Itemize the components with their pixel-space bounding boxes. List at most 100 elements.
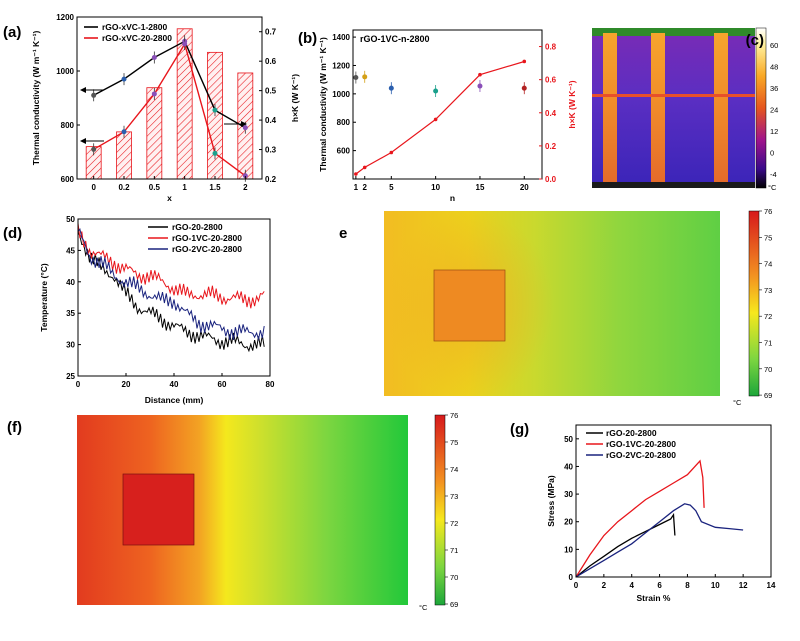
y-d-tick-label: 30 [66, 341, 75, 350]
x-a-tick-label: 0 [91, 183, 96, 192]
ir-bottom-band [592, 182, 755, 188]
point-k-n1 [353, 75, 359, 81]
panel-b: 600 800 1000 1200 1400 0.0 0.2 0.4 0.6 0.8 1 2 5 10 15… [298, 29, 577, 203]
x-a-tick-label: 1 [182, 183, 187, 192]
y-right-a-tick-label: 0.2 [265, 175, 277, 184]
y-right-a-tick-label: 0.3 [265, 146, 277, 155]
colorbar-tick-e: 76 [764, 207, 772, 216]
colorbar-tick-e: 69 [764, 391, 772, 400]
y-d-tick-label: 50 [66, 215, 75, 224]
colorbar-tick-e: 74 [764, 260, 772, 269]
colorbar-tick-c: 36 [770, 84, 778, 93]
point-rGO-xVC-20-2800 [212, 150, 218, 156]
panel-label-b: (b) [298, 30, 317, 47]
point-rGO-xVC-1-2800 [212, 107, 218, 113]
y-left-b-tick-label: 1400 [332, 33, 350, 42]
colorbar-tick-f: 75 [450, 438, 458, 447]
axes-frame-g [575, 424, 772, 578]
line-rGO-2VC-20-2800 [77, 228, 265, 342]
y-g-tick-label: 30 [564, 490, 573, 499]
y-axis-label-g: Stress (MPa) [546, 475, 556, 527]
legend-entry: rGO-20-2800 [606, 428, 657, 438]
y-left-b-tick-label: 1200 [332, 61, 350, 70]
colorbar-unit-c: °C [768, 183, 777, 192]
point-rGO-xVC-1-2800 [151, 55, 157, 60]
colorbar-tick-f: 74 [450, 465, 458, 474]
axes-frame-a [76, 16, 263, 180]
ir-image-top-band [592, 28, 755, 36]
legend-entry: rGO-xVC-20-2800 [102, 33, 172, 43]
x-b-tick-label: 5 [389, 183, 394, 192]
point-hk-n5 [389, 150, 394, 155]
panel-a: 600 800 1000 1200 0.2 0.3 0.4 0.5 0.6 0.7 0 0.2 0.5 1… [3, 13, 300, 203]
point-hk-n20 [522, 59, 527, 64]
x-axis-label-g: Strain % [636, 593, 670, 603]
point-rGO-xVC-1-2800 [91, 92, 97, 98]
panel-e: 76 75 74 73 72 71 70 69 °C e [339, 207, 772, 407]
x-b-tick-label: 10 [431, 183, 440, 192]
x-a-tick-label: 0.5 [149, 183, 161, 192]
x-g-tick-label: 12 [739, 581, 748, 590]
x-b-tick-label: 2 [363, 183, 368, 192]
colorbar-tick-f: 69 [450, 600, 458, 609]
colorbar-e [748, 210, 760, 397]
y-left-b-tick-label: 1000 [332, 90, 350, 99]
colorbar-tick-e: 73 [764, 286, 772, 295]
panel-c: 60 48 36 24 12 0 -4 °C (c) [592, 27, 778, 192]
colorbar-tick-f: 71 [450, 546, 458, 555]
colorbar-tick-f: 73 [450, 492, 458, 501]
panel-label-a: (a) [3, 24, 21, 41]
colorbar-tick-c: 12 [770, 127, 778, 136]
colorbar-tick-f: 70 [450, 573, 458, 582]
panel-d: 25 30 35 40 45 50 0 20 40 60 80 Distance (mm) Temper… [3, 215, 275, 405]
bar-hk-1 [176, 28, 193, 180]
x-a-tick-label: 1.5 [209, 183, 221, 192]
point-rGO-xVC-20-2800 [151, 91, 157, 97]
point-k-n2 [362, 74, 368, 80]
x-b-tick-label: 1 [354, 183, 359, 192]
heat-source-e [433, 269, 506, 342]
bar-hk-0.2 [116, 131, 132, 180]
y-right-a-tick-label: 0.6 [265, 57, 277, 66]
y-right-a-tick-label: 0.7 [265, 28, 277, 37]
y-right-b-tick-label: 0.6 [545, 76, 557, 85]
y-left-a-tick-label: 600 [61, 175, 75, 184]
colorbar-tick-c: 0 [770, 149, 774, 158]
point-hk-n10 [433, 117, 438, 122]
colorbar-tick-c: -4 [770, 170, 777, 179]
legend-entry: rGO-20-2800 [172, 222, 223, 232]
x-a-tick-label: 0.2 [118, 183, 130, 192]
panel-f: 76 75 74 73 72 71 70 69 °C (f) [7, 411, 458, 612]
y-left-axis-label-b: Thermal conductivity (W m⁻¹ K⁻¹) [318, 37, 328, 172]
axes-frame-b [352, 29, 543, 180]
colorbar-tick-e: 70 [764, 365, 772, 374]
line-rGO-xVC-1-2800 [93, 40, 246, 129]
colorbar-tick-f: 72 [450, 519, 458, 528]
y-right-b-tick-label: 0.8 [545, 43, 557, 52]
ir-strip-1 [603, 33, 617, 186]
y-right-axis-label-a: h×K (W K⁻¹) [290, 74, 300, 122]
point-hk-n15 [478, 72, 482, 77]
point-k-n20 [521, 85, 527, 91]
y-left-axis-label-a: Thermal conductivity (W m⁻¹ K⁻¹) [31, 31, 41, 166]
legend-entry: rGO-1VC-20-2800 [606, 439, 676, 449]
ir-hot-line [592, 94, 755, 97]
y-g-tick-label: 10 [564, 545, 573, 554]
point-rGO-xVC-1-2800 [242, 125, 248, 131]
point-rGO-xVC-20-2800 [182, 41, 188, 47]
arrow-right-axis-head [241, 121, 247, 127]
y-left-a-tick-label: 1000 [56, 67, 74, 76]
y-left-b-tick-label: 600 [337, 147, 351, 156]
y-right-a-tick-label: 0.5 [265, 87, 277, 96]
x-g-tick-label: 6 [657, 581, 662, 590]
x-d-tick-label: 20 [122, 380, 131, 389]
x-g-tick-label: 14 [767, 581, 776, 590]
heat-source-f [122, 473, 195, 546]
legend-entry: rGO-1VC-20-2800 [172, 233, 242, 243]
x-g-tick-label: 2 [602, 581, 607, 590]
colorbar-tick-c: 48 [770, 63, 778, 72]
colorbar-tick-c: 24 [770, 106, 778, 115]
chart-title-b: rGO-1VC-n-2800 [360, 34, 430, 44]
panel-label-f: (f) [7, 419, 22, 436]
